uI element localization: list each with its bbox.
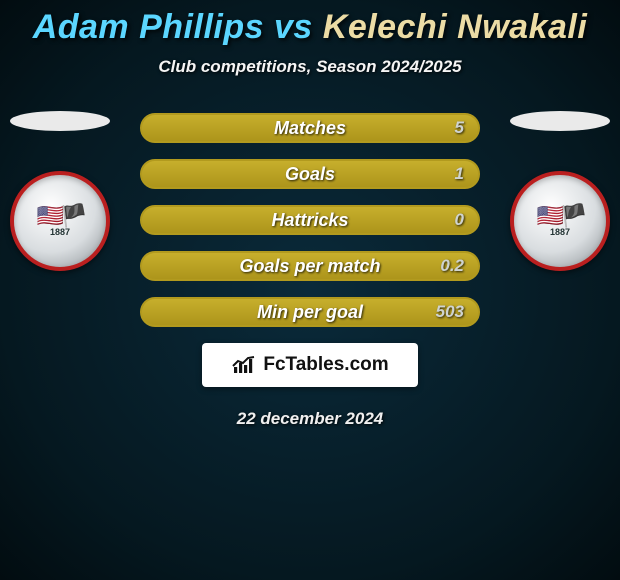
stat-value: 503 [436, 297, 464, 327]
stat-row: Goals 1 [140, 159, 480, 189]
comparison-content: 🇺🇸🏴 1887 🇺🇸🏴 1887 Matches 5 Goals 1 Hatt… [0, 113, 620, 429]
player-a-club-crest: 🇺🇸🏴 1887 [10, 171, 110, 271]
stat-value: 0 [455, 205, 464, 235]
player-b-avatar [510, 111, 610, 131]
crest-year: 1887 [37, 228, 84, 238]
player-a-avatar [10, 111, 110, 131]
brand-text: FcTables.com [263, 354, 388, 376]
crest-flags-icon: 🇺🇸🏴 [537, 204, 584, 228]
page-title: Adam Phillips vs Kelechi Nwakali [0, 0, 620, 47]
subtitle: Club competitions, Season 2024/2025 [0, 57, 620, 77]
player-b-name: Kelechi Nwakali [323, 8, 588, 46]
stat-label: Matches [140, 113, 480, 143]
stat-row: Matches 5 [140, 113, 480, 143]
player-a-name: Adam Phillips [33, 8, 264, 46]
chart-icon [231, 355, 257, 375]
stat-label: Hattricks [140, 205, 480, 235]
stats-list: Matches 5 Goals 1 Hattricks 0 Goals per … [140, 113, 480, 327]
stat-row: Min per goal 503 [140, 297, 480, 327]
crest-flags-icon: 🇺🇸🏴 [37, 204, 84, 228]
stat-label: Min per goal [140, 297, 480, 327]
stat-value: 0.2 [440, 251, 464, 281]
stat-label: Goals [140, 159, 480, 189]
stat-row: Goals per match 0.2 [140, 251, 480, 281]
brand-badge: FcTables.com [202, 343, 418, 387]
crest-year: 1887 [537, 228, 584, 238]
stat-row: Hattricks 0 [140, 205, 480, 235]
player-b-club-crest: 🇺🇸🏴 1887 [510, 171, 610, 271]
stat-value: 5 [455, 113, 464, 143]
vs-text: vs [274, 8, 313, 46]
stat-label: Goals per match [140, 251, 480, 281]
stat-value: 1 [455, 159, 464, 189]
date-text: 22 december 2024 [0, 409, 620, 429]
